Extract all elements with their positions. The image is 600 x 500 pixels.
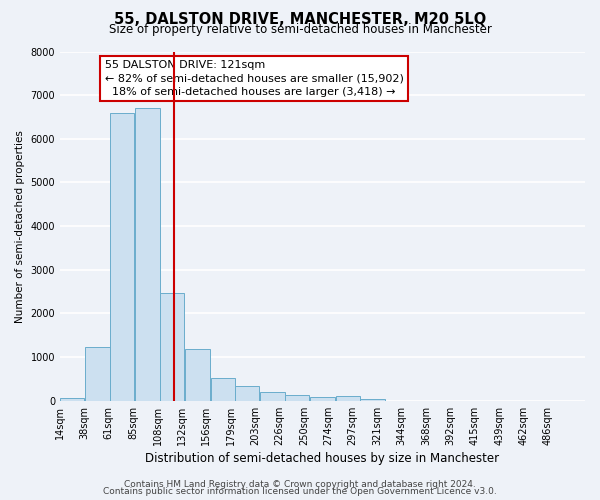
- Bar: [260, 392, 285, 401]
- Bar: [310, 398, 335, 401]
- Bar: [285, 395, 309, 401]
- Bar: [360, 399, 385, 401]
- Bar: [60, 398, 85, 401]
- Text: 55 DALSTON DRIVE: 121sqm
← 82% of semi-detached houses are smaller (15,902)
  18: 55 DALSTON DRIVE: 121sqm ← 82% of semi-d…: [104, 60, 404, 96]
- Bar: [160, 292, 184, 401]
- Bar: [336, 396, 360, 401]
- Text: Size of property relative to semi-detached houses in Manchester: Size of property relative to semi-detach…: [109, 22, 491, 36]
- X-axis label: Distribution of semi-detached houses by size in Manchester: Distribution of semi-detached houses by …: [145, 452, 500, 465]
- Bar: [211, 378, 235, 401]
- Bar: [85, 347, 110, 401]
- Bar: [235, 386, 259, 401]
- Text: Contains public sector information licensed under the Open Government Licence v3: Contains public sector information licen…: [103, 487, 497, 496]
- Bar: [110, 112, 134, 401]
- Bar: [185, 349, 209, 401]
- Text: 55, DALSTON DRIVE, MANCHESTER, M20 5LQ: 55, DALSTON DRIVE, MANCHESTER, M20 5LQ: [114, 12, 486, 28]
- Y-axis label: Number of semi-detached properties: Number of semi-detached properties: [15, 130, 25, 322]
- Bar: [136, 108, 160, 401]
- Text: Contains HM Land Registry data © Crown copyright and database right 2024.: Contains HM Land Registry data © Crown c…: [124, 480, 476, 489]
